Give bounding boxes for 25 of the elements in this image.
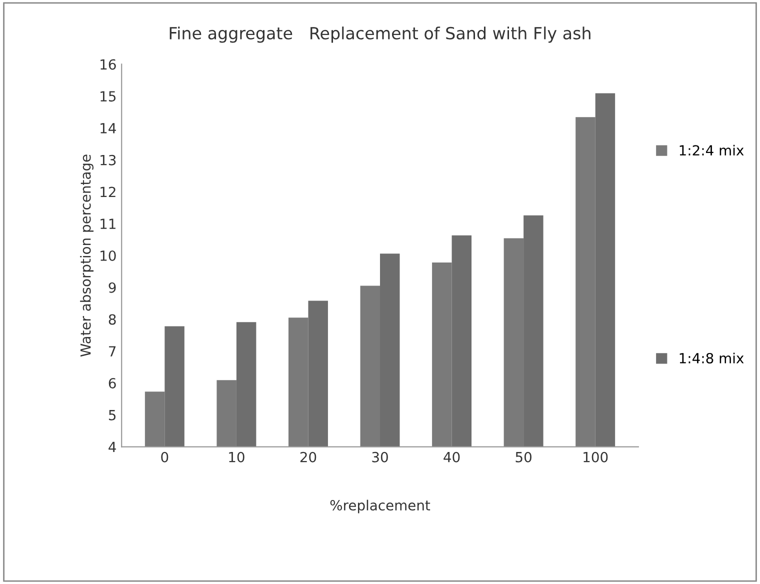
legend-label: 1:4:8 mix bbox=[680, 352, 744, 364]
y-tick-label: 7 bbox=[109, 346, 116, 356]
y-tick-label: 4 bbox=[108, 442, 116, 452]
y-axis-title: Water absorption percentage bbox=[80, 154, 94, 357]
y-tick-label: 14 bbox=[100, 123, 116, 134]
x-tick-label: 30 bbox=[372, 452, 388, 462]
x-tick-label: 40 bbox=[444, 452, 460, 462]
legend-label: 1:2:4 mix bbox=[680, 144, 744, 156]
x-tick-label: 20 bbox=[300, 452, 316, 462]
x-tick-label: 0 bbox=[161, 452, 168, 462]
y-tick-label: 6 bbox=[108, 378, 116, 388]
y-tick-label: 10 bbox=[100, 250, 116, 261]
y-tick-label: 12 bbox=[100, 186, 116, 198]
x-tick-label: 50 bbox=[516, 452, 532, 462]
y-tick-label: 9 bbox=[108, 282, 116, 293]
y-tick-label: 5 bbox=[108, 410, 116, 420]
x-tick-label: 10 bbox=[229, 452, 244, 462]
x-axis-title: %replacement bbox=[330, 500, 430, 514]
y-tick-label: 15 bbox=[100, 91, 116, 102]
y-tick-label: 16 bbox=[100, 59, 116, 70]
y-tick-label: 11 bbox=[100, 218, 116, 229]
x-tick-label: 100 bbox=[584, 452, 608, 462]
y-tick-label: 13 bbox=[100, 154, 116, 166]
y-tick-label: 8 bbox=[108, 314, 116, 325]
chart-title: Fine aggregate Replacement of Sand with Fly ash bbox=[170, 26, 590, 43]
